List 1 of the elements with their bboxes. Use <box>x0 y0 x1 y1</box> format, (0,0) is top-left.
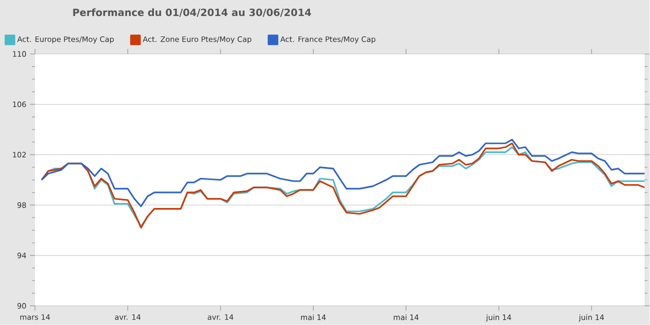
chart-title: Performance du 01/04/2014 au 30/06/2014 <box>73 8 312 17</box>
